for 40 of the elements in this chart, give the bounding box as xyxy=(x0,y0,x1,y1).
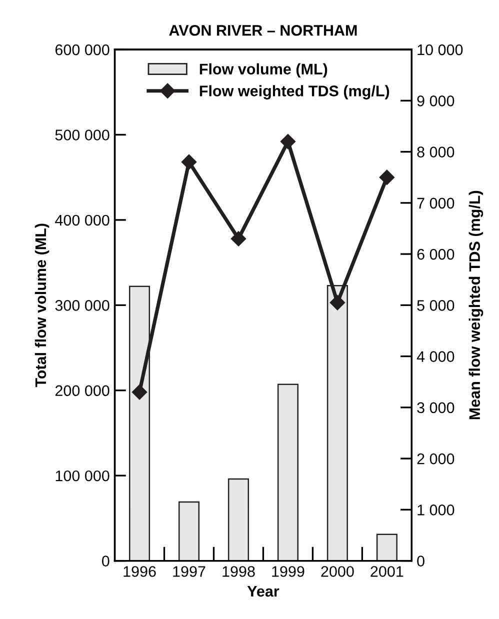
x-axis-title: Year xyxy=(247,586,280,597)
y-tick-label: 0 xyxy=(102,556,110,566)
bar xyxy=(277,384,298,561)
y2-axis-title: Mean flow weighted TDS (mg/L) xyxy=(468,190,484,420)
y2-tick-label: 8 000 xyxy=(417,146,454,158)
point xyxy=(230,231,246,246)
y-tick-label: 500 000 xyxy=(55,130,110,140)
point xyxy=(280,134,296,150)
point xyxy=(330,295,346,310)
y2-tick-label: 0 xyxy=(417,556,424,566)
y2-tick-label: 6 000 xyxy=(417,248,454,260)
y2-tick-label: 9 000 xyxy=(417,96,454,106)
legend-label: Flow volume (ML) xyxy=(200,63,328,78)
y-tick-label: 300 000 xyxy=(55,300,110,311)
y2-tick-label: 10 000 xyxy=(418,44,463,56)
x-tick-label: 1996 xyxy=(124,566,156,577)
y-tick-label: 100 000 xyxy=(56,470,110,482)
y2-tick-label: 4 000 xyxy=(416,351,454,362)
y2-tick-label: 7 000 xyxy=(417,198,454,209)
bar xyxy=(228,478,249,561)
y2-tick-label: 3 000 xyxy=(417,402,454,414)
y-axis-title: Total flow volume (ML) xyxy=(34,224,50,388)
x-tick-label: 1997 xyxy=(173,566,206,577)
chart-title: AVON RIVER – NORTHAM xyxy=(169,24,357,36)
legend-label: Flow weighted TDS (mg/L) xyxy=(200,85,390,100)
y-tick-label: 200 000 xyxy=(55,385,110,396)
x-tick-label: 2000 xyxy=(321,566,354,577)
y-tick-label: 400 000 xyxy=(55,214,110,226)
x-tick-label: 1999 xyxy=(272,566,304,577)
y-tick-label: 600 000 xyxy=(55,44,110,56)
point xyxy=(132,384,148,400)
y2-tick-label: 2 000 xyxy=(417,453,454,464)
y2-tick-label: 1 000 xyxy=(418,504,454,516)
point xyxy=(181,154,197,170)
x-tick-label: 2001 xyxy=(370,566,404,577)
y2-tick-label: 5 000 xyxy=(417,300,454,311)
bar xyxy=(376,534,398,561)
point xyxy=(379,170,395,185)
bar xyxy=(178,501,200,561)
x-tick-label: 1998 xyxy=(222,566,255,577)
